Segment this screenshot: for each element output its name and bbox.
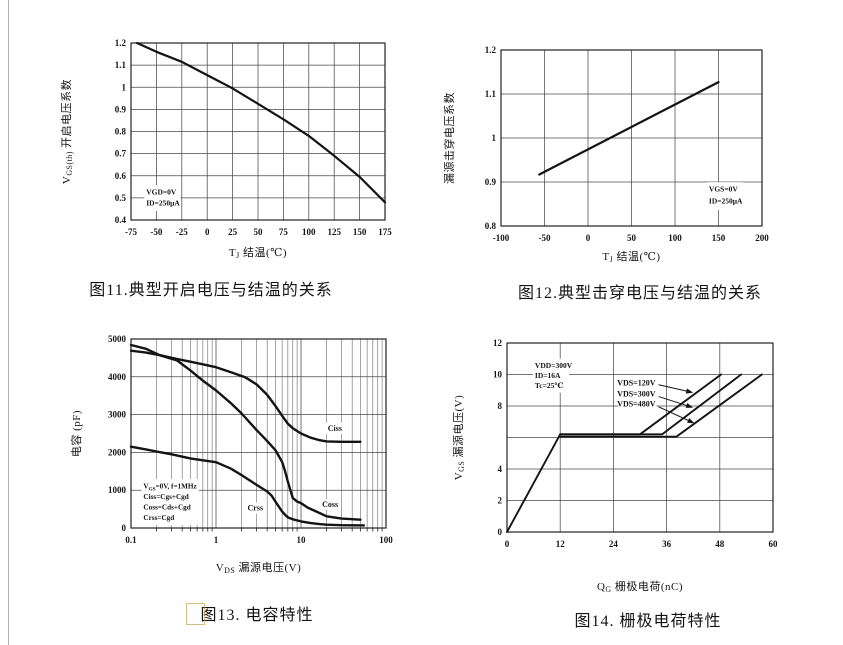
svg-text:0.1: 0.1 bbox=[125, 535, 137, 545]
svg-text:10: 10 bbox=[297, 535, 307, 545]
svg-text:-100: -100 bbox=[493, 233, 510, 243]
fig13-caption: 图13. 电容特性 bbox=[200, 607, 314, 624]
svg-text:VGS=0V, f=1MHz: VGS=0V, f=1MHz bbox=[143, 482, 197, 492]
svg-text:ID=250μA: ID=250μA bbox=[709, 197, 743, 206]
fig12-breakdown-voltage-chart: VGS=0V ID=250μA -100 -50 0 50 100 150 200 0.8 0.9 1… bbox=[442, 45, 769, 264]
svg-text:-75: -75 bbox=[125, 227, 137, 237]
svg-text:VDD=300V: VDD=300V bbox=[535, 361, 573, 370]
svg-text:0.6: 0.6 bbox=[115, 171, 127, 181]
svg-text:0.5: 0.5 bbox=[115, 193, 127, 203]
svg-text:8: 8 bbox=[498, 401, 503, 411]
svg-text:0.8: 0.8 bbox=[115, 127, 127, 137]
svg-text:VGS=0V: VGS=0V bbox=[709, 185, 738, 194]
svg-text:Crss=Cgd: Crss=Cgd bbox=[143, 514, 174, 522]
svg-text:2000: 2000 bbox=[108, 447, 127, 457]
svg-text:10: 10 bbox=[493, 370, 503, 380]
svg-text:VDS 漏源电压(V): VDS 漏源电压(V) bbox=[216, 560, 302, 575]
svg-text:2: 2 bbox=[498, 496, 503, 506]
svg-text:VGS 漏源电压(V): VGS 漏源电压(V) bbox=[451, 395, 466, 481]
svg-text:VDS=120V: VDS=120V bbox=[617, 379, 656, 388]
svg-text:-25: -25 bbox=[176, 227, 188, 237]
svg-text:0.8: 0.8 bbox=[485, 221, 497, 231]
svg-text:QG 栅极电荷(nC): QG 栅极电荷(nC) bbox=[597, 579, 683, 594]
svg-text:-50: -50 bbox=[150, 227, 162, 237]
svg-text:VDS=480V: VDS=480V bbox=[617, 399, 656, 408]
fig14-caption: 图14. 栅极电荷特性 bbox=[574, 613, 722, 630]
svg-text:5000: 5000 bbox=[108, 334, 127, 344]
svg-text:Ciss: Ciss bbox=[328, 424, 342, 433]
svg-text:50: 50 bbox=[254, 227, 264, 237]
svg-text:Tc=25℃: Tc=25℃ bbox=[535, 381, 563, 390]
svg-text:ID=16A: ID=16A bbox=[535, 371, 561, 380]
svg-text:ID=250μA: ID=250μA bbox=[146, 199, 180, 208]
svg-text:1.2: 1.2 bbox=[115, 38, 127, 48]
svg-text:1.2: 1.2 bbox=[485, 45, 497, 55]
svg-text:0.9: 0.9 bbox=[485, 177, 497, 187]
svg-text:50: 50 bbox=[627, 233, 637, 243]
svg-text:0: 0 bbox=[505, 539, 510, 549]
svg-text:200: 200 bbox=[755, 233, 769, 243]
svg-text:4: 4 bbox=[498, 464, 503, 474]
svg-text:TJ 结温(℃): TJ 结温(℃) bbox=[229, 246, 287, 260]
svg-text:25: 25 bbox=[228, 227, 238, 237]
svg-text:0: 0 bbox=[205, 227, 210, 237]
svg-text:0.9: 0.9 bbox=[115, 104, 127, 114]
svg-text:1: 1 bbox=[492, 133, 497, 143]
svg-text:1000: 1000 bbox=[108, 485, 127, 495]
fig12-caption: 图12.典型击穿电压与结温的关系 bbox=[517, 285, 762, 302]
svg-text:0.4: 0.4 bbox=[115, 215, 127, 225]
fig11-caption: 图11.典型开启电压与结温的关系 bbox=[89, 282, 333, 299]
svg-text:12: 12 bbox=[556, 539, 566, 549]
svg-text:175: 175 bbox=[378, 227, 392, 237]
svg-text:VGD=0V: VGD=0V bbox=[146, 188, 177, 197]
svg-text:1: 1 bbox=[214, 535, 219, 545]
svg-text:4000: 4000 bbox=[108, 372, 127, 382]
svg-text:60: 60 bbox=[769, 539, 779, 549]
svg-text:0: 0 bbox=[122, 523, 127, 533]
svg-text:100: 100 bbox=[668, 233, 682, 243]
svg-text:75: 75 bbox=[279, 227, 289, 237]
svg-text:150: 150 bbox=[353, 227, 367, 237]
svg-text:1.1: 1.1 bbox=[485, 89, 497, 99]
svg-text:12: 12 bbox=[493, 338, 503, 348]
page-edge-line bbox=[8, 0, 9, 645]
svg-text:3000: 3000 bbox=[108, 410, 127, 420]
svg-text:Crss: Crss bbox=[248, 504, 264, 513]
svg-text:电容 (pF): 电容 (pF) bbox=[69, 410, 83, 457]
svg-text:24: 24 bbox=[609, 539, 619, 549]
svg-text:125: 125 bbox=[327, 227, 341, 237]
svg-text:1: 1 bbox=[122, 82, 127, 92]
svg-text:1.1: 1.1 bbox=[115, 60, 127, 70]
svg-text:Ciss=Cgs+Cgd: Ciss=Cgs+Cgd bbox=[143, 493, 188, 501]
svg-text:Coss=Cds+Cgd: Coss=Cds+Cgd bbox=[143, 503, 190, 511]
svg-text:-50: -50 bbox=[539, 233, 551, 243]
svg-text:0.7: 0.7 bbox=[115, 149, 127, 159]
svg-text:0: 0 bbox=[586, 233, 591, 243]
svg-text:100: 100 bbox=[379, 535, 393, 545]
svg-text:150: 150 bbox=[712, 233, 726, 243]
fig11-threshold-voltage-chart: VGD=0V ID=250μA -75 -50 -25 0 25 50 75 100 125 150 1… bbox=[60, 38, 392, 260]
svg-text:漏源击穿电压系数: 漏源击穿电压系数 bbox=[442, 92, 456, 184]
svg-text:100: 100 bbox=[302, 227, 316, 237]
svg-text:TJ 结温(℃): TJ 结温(℃) bbox=[602, 250, 660, 264]
svg-text:VGS(th) 开启电压系数: VGS(th) 开启电压系数 bbox=[60, 79, 74, 184]
svg-text:Coss: Coss bbox=[322, 500, 338, 509]
svg-text:0: 0 bbox=[498, 527, 503, 537]
svg-text:48: 48 bbox=[715, 539, 725, 549]
svg-text:VDS=300V: VDS=300V bbox=[617, 390, 656, 399]
svg-text:36: 36 bbox=[662, 539, 672, 549]
